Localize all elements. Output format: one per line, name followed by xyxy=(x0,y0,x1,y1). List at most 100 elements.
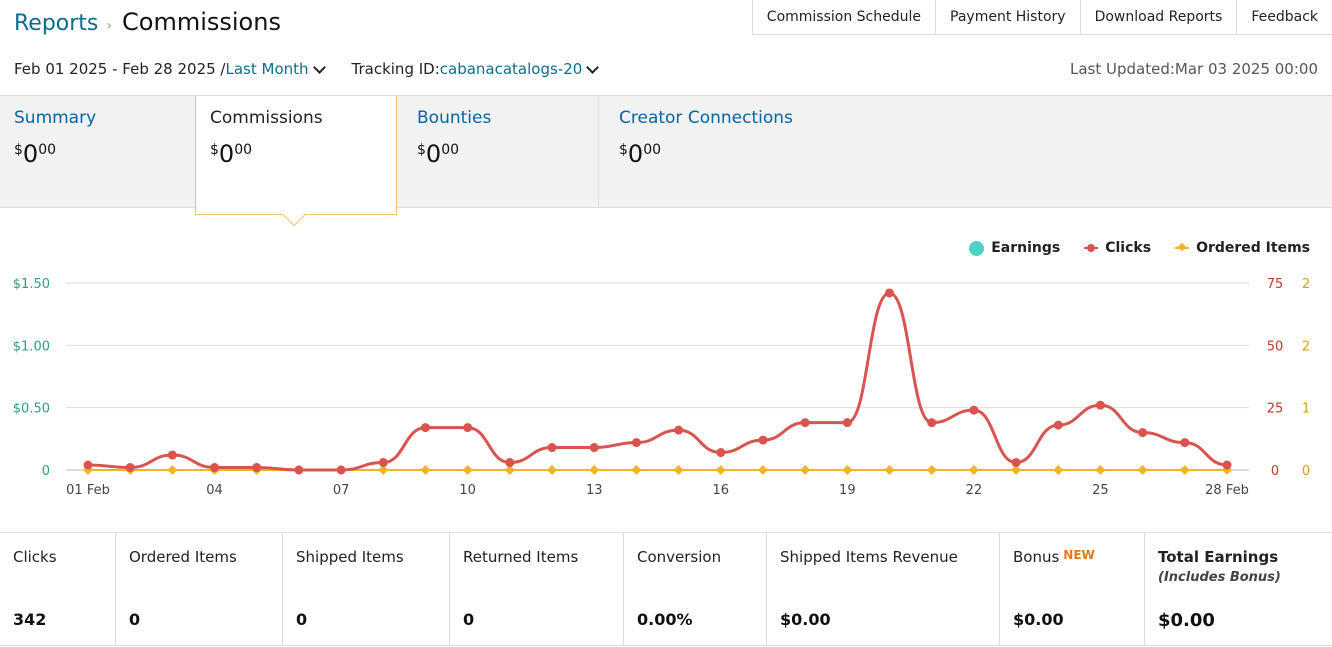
commissions-tab-title: Commissions xyxy=(210,108,323,128)
currency-symbol: $ xyxy=(417,142,426,158)
filter-row: Feb 01 2025 - Feb 28 2025 / Last Month T… xyxy=(14,60,607,78)
period-chevron-down-icon[interactable] xyxy=(312,60,326,74)
commission-schedule-tab[interactable]: Commission Schedule xyxy=(753,0,937,34)
summary-tab-bar: Summary $ 0 00 Commissions $ 0 00 Bounti… xyxy=(0,95,1332,215)
metric-bonus: Bonus NEW $0.00 xyxy=(1000,533,1145,645)
ordered-items-point xyxy=(547,465,557,475)
metric-label: Clicks xyxy=(13,548,57,566)
summary-tab[interactable]: Summary $ 0 00 xyxy=(0,96,196,208)
legend-ordered-label: Ordered Items xyxy=(1196,240,1310,256)
breadcrumb-reports-link[interactable]: Reports xyxy=(14,11,99,36)
currency-symbol: $ xyxy=(210,142,219,158)
metric-sublabel: (Includes Bonus) xyxy=(1158,570,1281,585)
clicks-point xyxy=(674,425,684,435)
tracking-id-dropdown[interactable]: cabanacatalogs-20 xyxy=(439,60,583,78)
feedback-tab[interactable]: Feedback xyxy=(1251,9,1318,25)
x-tick-label: 04 xyxy=(206,483,223,498)
y-right-clicks-tick-label: 75 xyxy=(1267,277,1284,292)
ordered-items-line-icon xyxy=(1175,241,1190,255)
metric-value: 0 xyxy=(296,610,308,629)
clicks-point xyxy=(420,423,430,433)
payment-history-tab[interactable]: Payment History xyxy=(936,0,1081,34)
ordered-items-point xyxy=(926,465,937,475)
metric-label: Returned Items xyxy=(463,548,579,566)
legend-earnings-label: Earnings xyxy=(991,240,1061,256)
commissions-tab[interactable]: Commissions $ 0 00 xyxy=(195,96,397,215)
clicks-point xyxy=(167,450,177,460)
y-right-clicks-tick-label: 50 xyxy=(1267,339,1284,354)
ordered-items-point xyxy=(167,465,178,475)
clicks-point xyxy=(125,463,135,473)
clicks-point xyxy=(800,418,810,428)
legend-clicks[interactable]: Clicks xyxy=(1084,240,1151,256)
metric-value: $0.00 xyxy=(780,610,831,629)
legend-ordered-items[interactable]: Ordered Items xyxy=(1175,240,1310,256)
creator-connections-tab[interactable]: Creator Connections $ 0 00 xyxy=(605,96,865,208)
clicks-point xyxy=(716,448,726,458)
metric-value: $0.00 xyxy=(1158,610,1215,631)
ordered-items-point xyxy=(968,465,979,475)
clicks-point xyxy=(1138,428,1148,438)
clicks-point xyxy=(758,435,768,445)
ordered-items-point xyxy=(420,465,431,475)
ordered-items-point xyxy=(589,465,600,475)
earnings-dot-icon xyxy=(969,240,985,256)
metric-label: Total Earnings xyxy=(1158,548,1279,566)
page-title: Commissions xyxy=(122,8,281,36)
clicks-point xyxy=(1053,420,1063,430)
clicks-point xyxy=(378,458,388,468)
download-reports-tab[interactable]: Download Reports xyxy=(1081,0,1238,34)
summary-amount: $ 0 00 xyxy=(14,140,182,168)
clicks-point xyxy=(463,423,473,433)
bounties-amount: $ 0 00 xyxy=(417,140,585,168)
x-tick-label: 16 xyxy=(713,483,730,498)
y-right-clicks-tick-label: 0 xyxy=(1271,464,1279,479)
period-dropdown[interactable]: Last Month xyxy=(225,60,309,78)
bounties-tab[interactable]: Bounties $ 0 00 xyxy=(403,96,599,208)
y-left-tick-label: $0.50 xyxy=(13,402,50,417)
metric-value: 0.00% xyxy=(637,610,693,629)
metric-value: $0.00 xyxy=(1013,610,1064,629)
clicks-point xyxy=(210,463,220,473)
ordered-items-point xyxy=(1179,465,1190,475)
ordered-items-point xyxy=(673,465,684,475)
clicks-line-icon xyxy=(1084,241,1099,255)
y-left-tick-label: 0 xyxy=(42,464,50,479)
legend-earnings[interactable]: Earnings xyxy=(969,240,1060,256)
x-tick-label: 01 Feb xyxy=(66,483,110,498)
x-tick-label: 28 Feb xyxy=(1205,483,1249,498)
metric-label: Bonus NEW xyxy=(1013,548,1131,566)
tab-divider xyxy=(598,96,599,208)
ordered-items-point xyxy=(1095,465,1106,475)
metric-label: Conversion xyxy=(637,548,722,566)
commissions-amount: $ 0 00 xyxy=(210,140,382,168)
metrics-row: Clicks 342 Ordered Items 0 Shipped Items… xyxy=(0,532,1332,646)
metric-shipped-revenue: Shipped Items Revenue $0.00 xyxy=(767,533,1000,645)
top-nav-tabs: Commission Schedule Payment History Down… xyxy=(751,0,1332,35)
clicks-point xyxy=(589,443,599,453)
x-tick-label: 10 xyxy=(459,483,476,498)
amount-whole: 0 xyxy=(218,140,235,168)
new-badge: NEW xyxy=(1063,548,1095,562)
tracking-chevron-down-icon[interactable] xyxy=(586,60,600,74)
clicks-point xyxy=(631,438,641,448)
date-range-text: Feb 01 2025 - Feb 28 2025 / xyxy=(14,60,226,78)
amount-cents: 00 xyxy=(38,142,57,158)
x-tick-label: 25 xyxy=(1092,483,1109,498)
metric-label: Shipped Items Revenue xyxy=(780,548,958,566)
clicks-point xyxy=(1095,400,1105,410)
y-right-ordered-tick-label: 1 xyxy=(1302,402,1310,417)
clicks-point xyxy=(1180,438,1190,448)
ordered-items-point xyxy=(1053,465,1064,475)
clicks-point xyxy=(927,418,937,428)
ordered-items-point xyxy=(715,465,726,475)
x-tick-label: 13 xyxy=(586,483,603,498)
amount-whole: 0 xyxy=(22,140,39,168)
ordered-items-point xyxy=(1011,465,1022,475)
metric-conversion: Conversion 0.00% xyxy=(624,533,767,645)
clicks-point xyxy=(505,458,515,468)
clicks-point xyxy=(336,465,346,475)
metric-clicks: Clicks 342 xyxy=(0,533,116,645)
clicks-point xyxy=(1222,460,1232,470)
